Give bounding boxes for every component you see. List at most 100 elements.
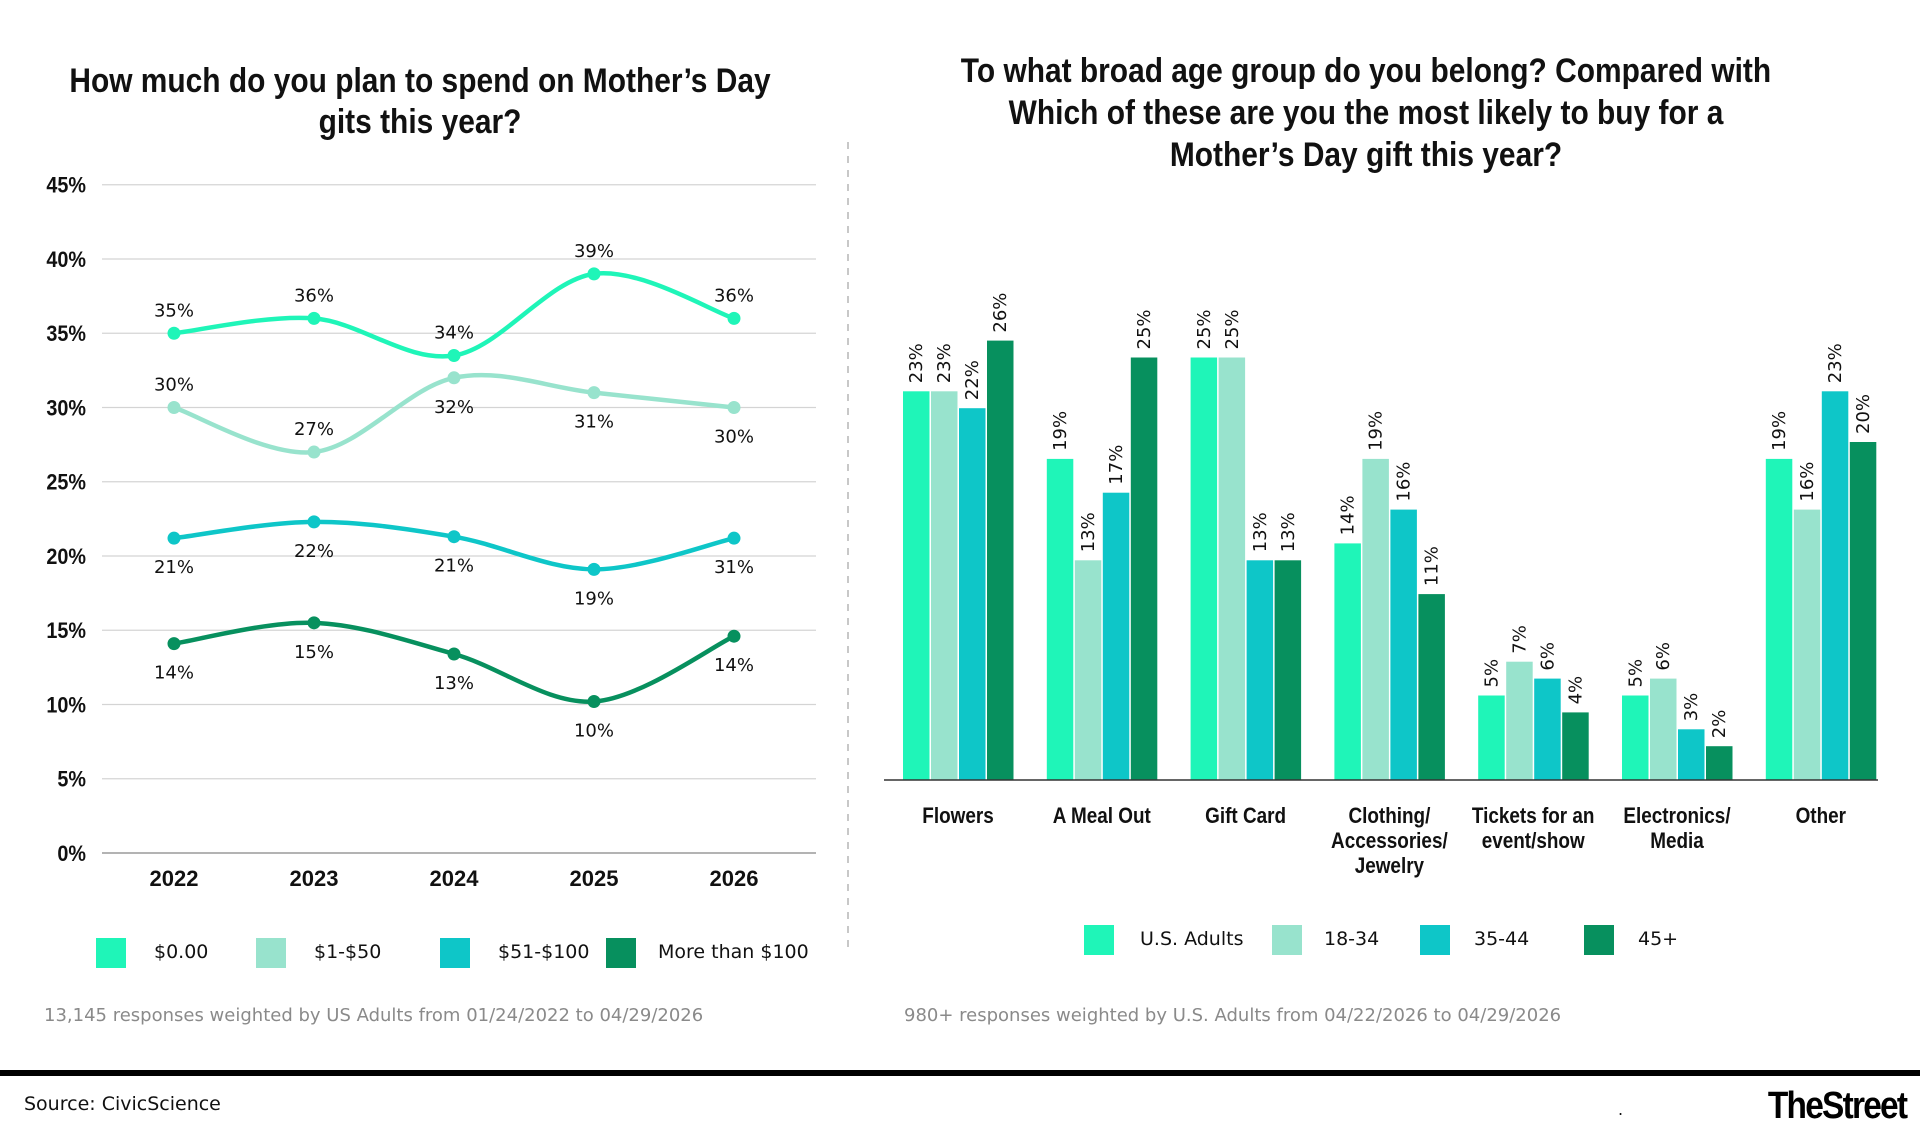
bar-value-label: 23% — [934, 343, 955, 383]
data-point — [167, 401, 181, 414]
data-label: 36% — [294, 285, 334, 306]
bar — [1849, 442, 1877, 780]
y-tick-label: 45% — [46, 174, 86, 198]
bar — [1418, 594, 1445, 780]
legend-label: U.S. Adults — [1140, 928, 1243, 950]
legend-swatch — [1084, 925, 1114, 955]
legend-label: 35-44 — [1474, 928, 1529, 950]
x-tick-label: 2026 — [710, 866, 759, 891]
line-chart-title: How much do you plan to spend on Mother’… — [69, 61, 770, 99]
data-point — [307, 311, 321, 325]
bar — [1274, 560, 1302, 780]
legend-swatch — [1584, 925, 1614, 955]
bar — [1706, 746, 1733, 780]
y-tick-label: 30% — [46, 397, 86, 421]
legend-label: $0.00 — [154, 941, 208, 963]
bar-value-label: 6% — [1653, 642, 1674, 671]
category-label: Other — [1796, 804, 1846, 829]
data-label: 13% — [434, 673, 474, 694]
bar — [1190, 357, 1218, 780]
data-label: 31% — [714, 557, 754, 578]
bar-value-label: 14% — [1338, 495, 1359, 535]
bar-value-label: 26% — [990, 293, 1011, 333]
bar-value-label: 25% — [1194, 309, 1215, 349]
bar-chart-title: Mother’s Day gift this year? — [1170, 135, 1562, 173]
bar-value-label: 19% — [1769, 411, 1790, 451]
bar-value-label: 6% — [1537, 642, 1558, 671]
data-label: 15% — [294, 642, 334, 663]
chart-note: 980+ responses weighted by U.S. Adults f… — [904, 1005, 1561, 1026]
bar — [1765, 458, 1793, 780]
spend-line-chart: How much do you plan to spend on Mother’… — [44, 61, 816, 1026]
data-label: 10% — [574, 721, 614, 742]
data-point — [447, 349, 461, 363]
series-line — [171, 271, 737, 359]
legend-swatch — [256, 938, 286, 968]
data-label: 14% — [714, 655, 754, 676]
data-label: 35% — [154, 300, 194, 321]
data-point — [587, 386, 601, 400]
data-label: 34% — [434, 323, 474, 344]
bar — [1218, 357, 1246, 780]
bar — [1246, 560, 1274, 780]
legend-swatch — [606, 938, 636, 968]
data-point — [307, 616, 321, 630]
bar-value-label: 16% — [1797, 462, 1818, 502]
bar — [1650, 678, 1677, 780]
bar — [1821, 391, 1849, 780]
category-label: Jewelry — [1355, 854, 1425, 879]
data-label: 30% — [154, 375, 194, 396]
data-point — [727, 401, 741, 414]
brand-logo: TheStreet — [1767, 1085, 1908, 1127]
data-point — [167, 637, 181, 651]
bar-value-label: 13% — [1078, 512, 1099, 552]
bar-value-label: 3% — [1681, 693, 1702, 722]
category-label: event/show — [1482, 829, 1585, 854]
bar-value-label: 20% — [1853, 394, 1874, 434]
legend-label: $1-$50 — [314, 941, 381, 963]
category-label: Flowers — [922, 804, 993, 829]
category-label: A Meal Out — [1053, 804, 1151, 829]
legend-label: 18-34 — [1324, 928, 1379, 950]
data-label: 27% — [294, 419, 334, 440]
bar-value-label: 16% — [1394, 462, 1415, 502]
bar-value-label: 7% — [1509, 625, 1530, 654]
bar — [1622, 695, 1649, 780]
line-chart-title: gits this year? — [319, 102, 522, 140]
category-label: Tickets for an — [1472, 804, 1595, 829]
data-label: 36% — [714, 285, 754, 306]
data-label: 30% — [714, 427, 754, 448]
y-tick-label: 15% — [46, 619, 86, 643]
bar-value-label: 22% — [962, 360, 983, 400]
data-point — [307, 445, 321, 459]
bar — [1362, 458, 1389, 780]
bar-value-label: 25% — [1222, 309, 1243, 349]
legend-swatch — [440, 938, 470, 968]
data-point — [587, 562, 601, 576]
data-point — [447, 371, 461, 385]
data-label: 14% — [154, 663, 194, 684]
data-label: 19% — [574, 588, 614, 609]
bar-value-label: 23% — [1825, 343, 1846, 383]
data-point — [167, 531, 181, 545]
bar — [987, 340, 1014, 780]
source-label: Source: CivicScience — [24, 1093, 221, 1115]
bar-value-label: 25% — [1134, 309, 1155, 349]
bar — [959, 408, 986, 780]
bar-value-label: 11% — [1422, 546, 1443, 586]
bar-value-label: 13% — [1250, 512, 1271, 552]
category-label: Accessories/ — [1331, 829, 1448, 854]
data-label: 21% — [154, 557, 194, 578]
bar — [1074, 560, 1102, 780]
bar — [1102, 492, 1130, 780]
data-point — [727, 311, 741, 325]
bar — [1793, 509, 1821, 780]
bar — [1334, 543, 1361, 780]
footer-dot: . — [1618, 1100, 1624, 1119]
bar-value-label: 5% — [1625, 659, 1646, 688]
bar — [1534, 678, 1561, 780]
category-label: Electronics/ — [1623, 804, 1730, 829]
data-point — [307, 515, 321, 529]
data-point — [727, 531, 741, 545]
